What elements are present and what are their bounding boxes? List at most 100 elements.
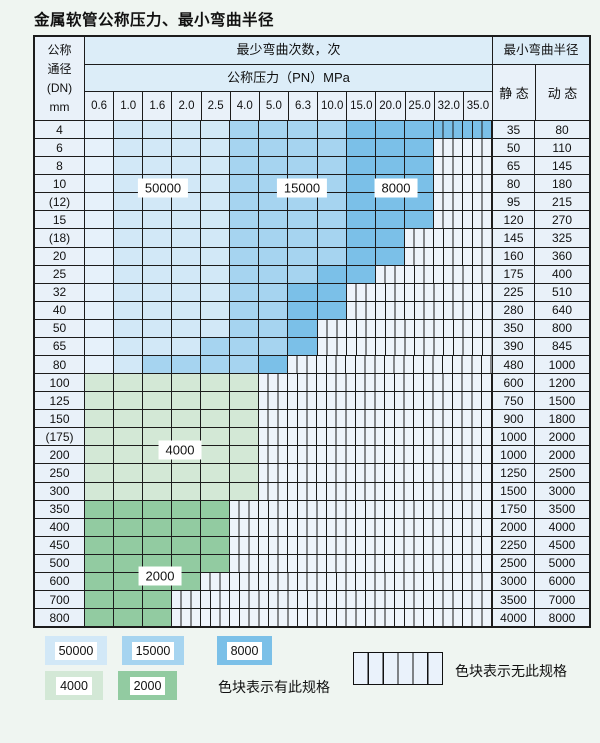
bend-count-label: 15000 (276, 178, 328, 198)
table-row: 20 160 360 (35, 246, 589, 265)
spec-cell (375, 121, 405, 139)
pressure-column-header: 6.3 (289, 92, 319, 120)
spec-cell (259, 157, 289, 175)
dn-label: 250 (35, 464, 85, 482)
table-row: 500 2500 5000 (35, 553, 589, 572)
bend-cells (85, 337, 492, 356)
spec-cell (172, 211, 202, 229)
spec-cell (346, 247, 376, 265)
bend-cells (85, 121, 492, 139)
spec-cell (114, 446, 144, 464)
dn-label: 500 (35, 554, 85, 572)
pressure-column-header: 5.0 (260, 92, 289, 120)
spec-cell (346, 193, 376, 211)
no-spec-hatch (433, 157, 492, 175)
spec-cell (114, 337, 144, 356)
pressure-column-header: 32.0 (435, 92, 464, 120)
bend-cells (85, 554, 492, 572)
no-spec-hatch-swatch (353, 652, 443, 685)
spec-cell (201, 175, 231, 193)
table-row: 400 2000 4000 (35, 517, 589, 536)
table-row: 125 750 1500 (35, 391, 589, 410)
spec-cell (143, 356, 173, 374)
spec-cell (230, 482, 260, 500)
static-radius-value: 80 (492, 175, 535, 193)
static-radius-value: 120 (492, 211, 535, 229)
spec-cell (346, 175, 376, 193)
spec-cell (230, 319, 260, 337)
spec-cell (143, 121, 173, 139)
no-spec-hatch (230, 554, 492, 572)
dynamic-radius-value: 2000 (535, 446, 589, 464)
static-radius-value: 65 (492, 157, 535, 175)
dn-header-line: mm (49, 99, 70, 114)
spec-cell (288, 193, 318, 211)
bend-cells (85, 392, 492, 410)
table-row: (175) 1000 2000 (35, 427, 589, 446)
dn-label: 50 (35, 319, 85, 337)
static-radius-value: 1250 (492, 464, 535, 482)
spec-cell (230, 283, 260, 301)
spec-cell (230, 356, 260, 374)
spec-cell (114, 428, 144, 446)
spec-cell (85, 121, 115, 139)
dynamic-radius-value: 1800 (535, 410, 589, 428)
no-spec-hatch (404, 247, 492, 265)
spec-cell (201, 157, 231, 175)
spec-cell (85, 175, 115, 193)
spec-cell (85, 193, 115, 211)
spec-cell (317, 247, 347, 265)
spec-cell (201, 464, 231, 482)
spec-cell (201, 139, 231, 157)
spec-cell (143, 374, 173, 392)
spec-cell (259, 265, 289, 283)
spec-cell (143, 464, 173, 482)
dynamic-radius-value: 325 (535, 229, 589, 247)
spec-cell (288, 301, 318, 319)
no-spec-hatch (259, 392, 492, 410)
table-row: 200 1000 2000 (35, 445, 589, 464)
dynamic-radius-value: 400 (535, 265, 589, 283)
no-spec-hatch (259, 446, 492, 464)
dn-label: 125 (35, 392, 85, 410)
no-spec-hatch (230, 500, 492, 518)
spec-cell (259, 319, 289, 337)
spec-cell (375, 193, 405, 211)
spec-cell (114, 283, 144, 301)
radius-header: 最小弯曲半径 (493, 37, 589, 65)
dn-label: 700 (35, 591, 85, 609)
dynamic-radius-value: 145 (535, 157, 589, 175)
spec-cell (201, 482, 231, 500)
pressure-column-header: 2.0 (172, 92, 202, 120)
dynamic-radius-value: 6000 (535, 572, 589, 591)
spec-cell (85, 301, 115, 319)
spec-cell (85, 500, 115, 518)
pressure-column-header: 15.0 (347, 92, 377, 120)
dn-label: 600 (35, 572, 85, 591)
static-radius-value: 1000 (492, 428, 535, 446)
spec-cell (114, 591, 144, 609)
pressure-values-row: 0.6 1.0 1.6 2.0 2.5 4.0 5.0 6.3 10.0 15.0 20.0 25.0… (85, 92, 492, 120)
dn-label: 15 (35, 211, 85, 229)
spec-cell (114, 410, 144, 428)
spec-cell (201, 554, 231, 572)
spec-cell (375, 211, 405, 229)
spec-cell (114, 536, 144, 554)
static-radius-value: 3000 (492, 572, 535, 591)
page-title: 金属软管公称压力、最小弯曲半径 (34, 12, 275, 29)
legend-swatch-label: 8000 (226, 641, 263, 660)
static-radius-value: 2500 (492, 554, 535, 572)
dynamic-radius-value: 845 (535, 337, 589, 356)
spec-cell (288, 211, 318, 229)
table-row: 15 120 270 (35, 210, 589, 229)
table-row: 8 65 145 (35, 156, 589, 175)
dynamic-radius-value: 7000 (535, 591, 589, 609)
dn-label: (175) (35, 428, 85, 446)
spec-cell (172, 121, 202, 139)
static-radius-value: 1750 (492, 500, 535, 518)
spec-cell (346, 157, 376, 175)
dynamic-radius-value: 1000 (535, 356, 589, 374)
spec-cell (172, 319, 202, 337)
static-header: 静 态 (493, 65, 536, 120)
dn-label: 8 (35, 157, 85, 175)
